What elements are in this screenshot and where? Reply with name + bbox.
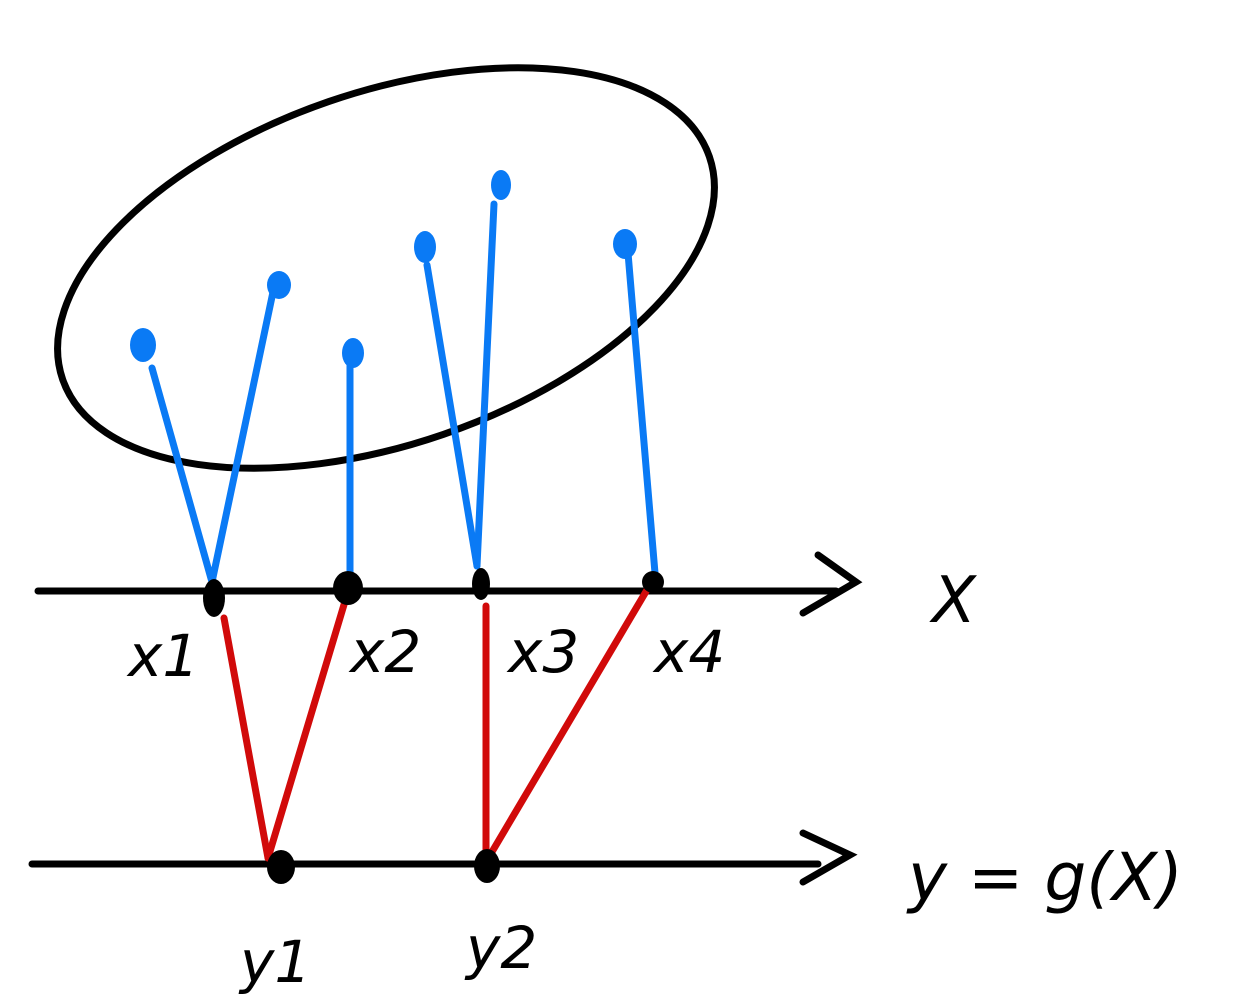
x-point-label-4: x4 [652, 618, 725, 686]
sample-points [130, 170, 637, 368]
y-point-label-1: y1 [238, 928, 311, 996]
y-point-label-2: y2 [464, 914, 537, 982]
red-mapping-lines [220, 574, 658, 866]
y-axis [28, 829, 858, 886]
x-points [203, 568, 664, 617]
x-point-4 [642, 571, 664, 593]
x-axis-arrowhead [799, 551, 863, 617]
sample-space-ellipse [54, 64, 718, 472]
sample-point-2 [267, 271, 291, 299]
sample-point-3 [342, 338, 364, 368]
blue-line-4 [423, 261, 481, 570]
blue-mapping-lines [148, 200, 659, 586]
red-line-x4-y2 [482, 574, 658, 866]
x-point-label-3: x3 [506, 618, 579, 686]
x-point-3 [472, 568, 490, 600]
x-point-1 [203, 579, 225, 617]
x-point-label-1: x1 [126, 622, 199, 690]
blue-line-1 [148, 364, 216, 586]
red-line-x1-y1 [220, 614, 272, 862]
x-point-label-2: x2 [348, 618, 421, 686]
blue-line-2 [208, 288, 277, 586]
blue-line-5 [473, 200, 498, 570]
y-axis-label: y = g(X) [906, 839, 1183, 916]
y-point-2 [474, 849, 500, 883]
red-line-x2-y1 [264, 574, 356, 862]
x-point-2 [333, 571, 363, 605]
x-axis [34, 551, 863, 617]
sample-point-4 [414, 231, 436, 263]
sample-point-6 [613, 229, 637, 259]
y-points [267, 849, 500, 884]
y-point-1 [267, 850, 295, 884]
blue-line-6 [624, 249, 659, 577]
sample-point-1 [130, 328, 156, 362]
sample-point-5 [491, 170, 511, 200]
y-axis-arrowhead [799, 829, 858, 886]
x-axis-label: X [929, 564, 977, 638]
